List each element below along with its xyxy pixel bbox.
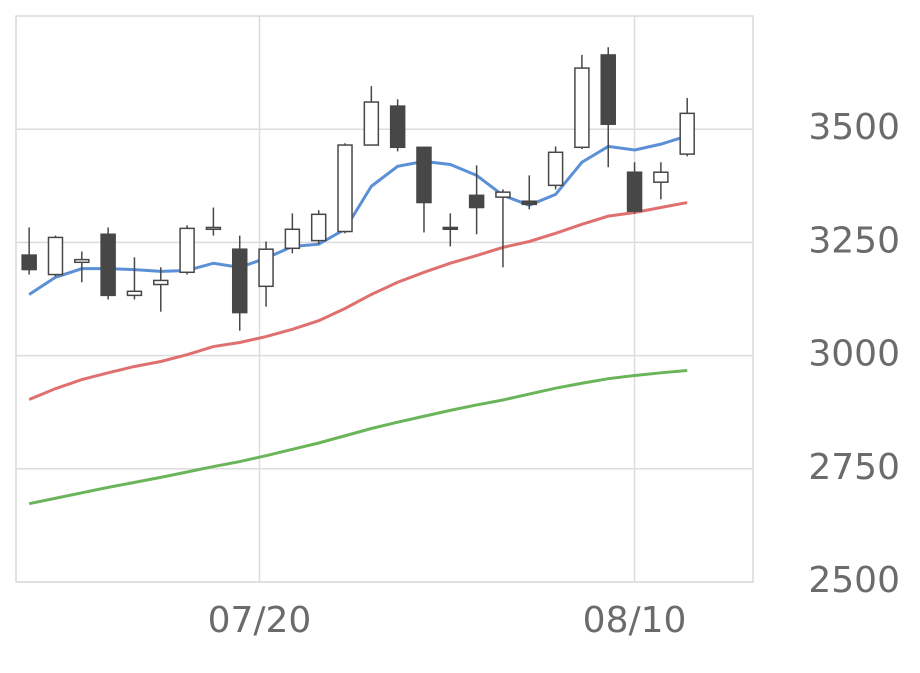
candle-body xyxy=(74,258,90,264)
y-tick-label: 3250 xyxy=(808,220,900,261)
candle-body xyxy=(468,194,485,209)
candle-body xyxy=(653,171,669,183)
candle-body xyxy=(153,279,169,286)
candle-body xyxy=(574,67,590,149)
moving-average-line xyxy=(28,134,688,296)
y-tick-label: 3500 xyxy=(808,107,900,148)
candle-body xyxy=(626,171,643,212)
candle-body xyxy=(205,226,222,231)
plot-frame xyxy=(15,15,754,583)
candle-body xyxy=(416,146,432,204)
candle-body xyxy=(389,105,406,149)
candle-body xyxy=(231,248,248,314)
candle-body xyxy=(337,144,353,233)
candle-body xyxy=(442,226,459,231)
candle-body xyxy=(547,151,564,187)
candle-body xyxy=(47,236,64,276)
x-tick-label: 08/10 xyxy=(583,600,687,641)
candle-body xyxy=(179,227,195,274)
candle-body xyxy=(258,248,274,288)
candle-body xyxy=(521,200,538,206)
candle-body xyxy=(126,290,143,297)
candle-body xyxy=(600,54,616,125)
candle-body xyxy=(495,191,511,198)
y-tick-label: 2750 xyxy=(808,447,900,488)
candle-body xyxy=(100,233,116,297)
candle-body xyxy=(21,254,37,271)
candle-body xyxy=(679,112,695,155)
y-tick-label: 3000 xyxy=(808,334,900,375)
candle-body xyxy=(363,101,380,146)
candle-body xyxy=(310,213,327,242)
moving-average-line xyxy=(28,369,688,506)
moving-average-line xyxy=(28,201,688,401)
candle-body xyxy=(284,228,301,250)
y-tick-label: 2500 xyxy=(808,560,900,601)
x-tick-label: 07/20 xyxy=(208,600,312,641)
